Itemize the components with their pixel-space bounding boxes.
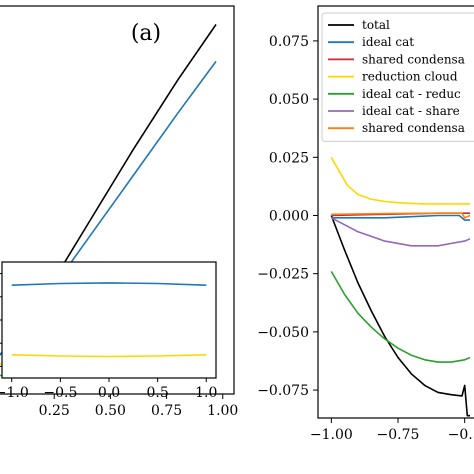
inset-x-tick-label: −0.5 (43, 385, 77, 401)
right-y-tick-label: −0.075 (257, 383, 309, 399)
right-series (330, 156, 471, 417)
inset-x-tick-label: 1.0 (195, 385, 217, 401)
right-series-line-6 (331, 212, 471, 219)
right-series-line-0 (330, 215, 470, 417)
right-series-line-5 (330, 217, 471, 247)
inset-series-line-1 (11, 354, 207, 358)
right-y-ticks: 0.075 0.050 0.025 0.000 −0.025 −0.050 −0.075 (257, 34, 318, 399)
right-panel: 0.075 0.050 0.025 0.000 −0.025 −0.050 −0.075 −… (257, 5, 474, 443)
left-x-ticks: 0.25 0.50 0.75 1.00 (39, 394, 238, 419)
right-x-ticks: −1.00 −0.75 −0.5 (310, 418, 474, 443)
right-y-tick-label: 0.000 (269, 208, 309, 224)
left-panel: −1.0 −0.5 0.0 0.5 1.0 0.25 0.50 0.75 1.00 (a) (0, 5, 238, 419)
right-y-tick-label: 0.025 (269, 150, 309, 166)
inset-background (2, 262, 216, 378)
legend-box (321, 12, 474, 142)
right-y-tick-label: 0.075 (269, 34, 309, 50)
legend-label: reduction cloud (362, 70, 458, 84)
inset-series (11, 282, 207, 358)
right-y-tick-label: −0.050 (257, 325, 309, 341)
legend-label: ideal cat - reduc (362, 87, 461, 101)
right-x-tick-label: −1.00 (310, 427, 353, 443)
left-axes-frame (0, 5, 235, 395)
right-y-tick-label: 0.050 (269, 92, 309, 108)
left-x-tick-label: 0.25 (39, 403, 70, 419)
right-x-tick-label: −0.75 (377, 427, 420, 443)
left-x-tick-label: 1.00 (207, 403, 238, 419)
legend-label: ideal cat (362, 35, 414, 49)
inset-x-tick-label: 0.0 (98, 385, 120, 401)
left-x-tick-label: 0.75 (151, 403, 182, 419)
inset-x-tick-label: −1.0 (0, 385, 29, 401)
right-series-line-3 (330, 156, 470, 205)
legend-label: ideal cat - share (362, 104, 460, 118)
inset-x-tick-label: 0.5 (147, 385, 169, 401)
panel-label: (a) (131, 21, 161, 46)
right-series-line-1 (331, 214, 470, 221)
legend: total ideal cat shared condensa reduction c… (321, 12, 474, 142)
legend-label: total (362, 18, 390, 32)
legend-label: shared condensa (362, 52, 465, 66)
legend-label: shared condensa (362, 121, 465, 135)
left-x-tick-label: 0.50 (95, 403, 126, 419)
right-x-tick-label: −0.5 (448, 427, 474, 443)
inset-series-line-0 (11, 282, 207, 286)
inset-x-ticks: −1.0 −0.5 0.0 0.5 1.0 (0, 273, 217, 401)
right-series-line-4 (330, 270, 471, 363)
right-y-tick-label: −0.025 (257, 267, 309, 283)
